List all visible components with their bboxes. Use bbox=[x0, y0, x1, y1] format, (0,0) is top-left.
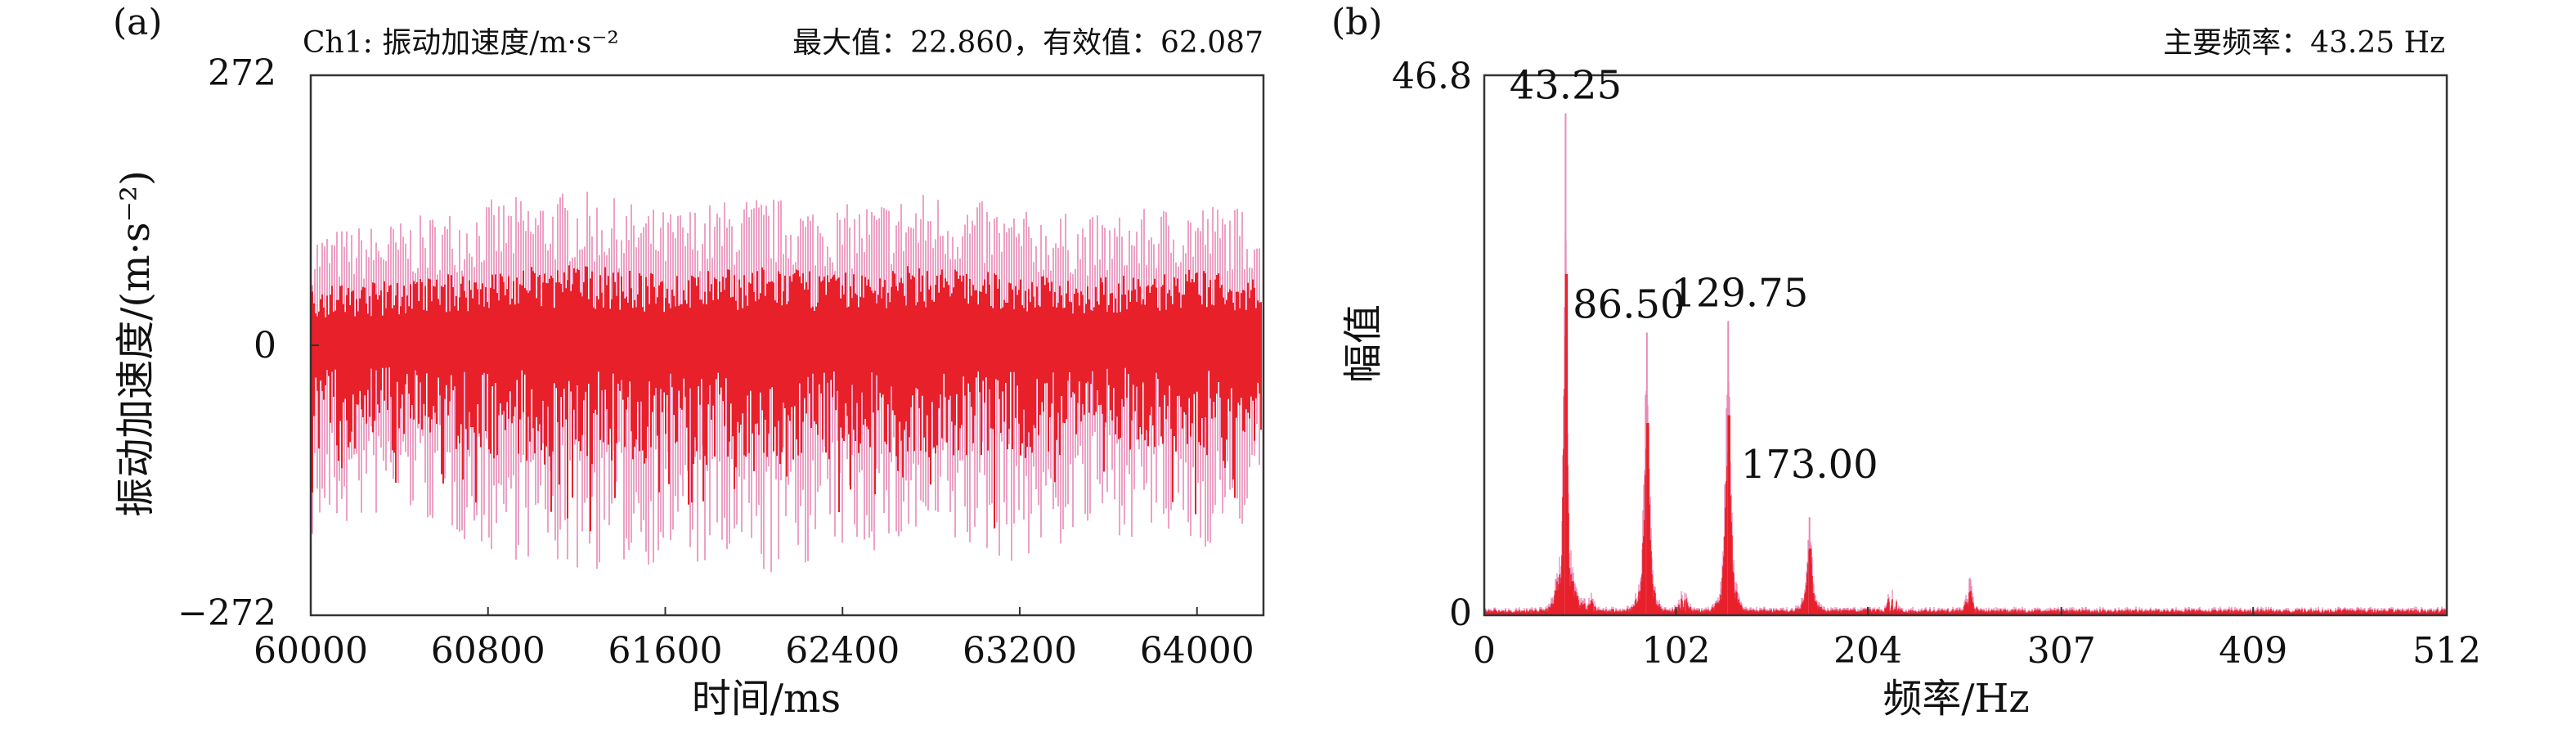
panel-a-y-tick-label: 272 bbox=[208, 52, 276, 94]
panel-a-x-tick-label: 60800 bbox=[431, 630, 545, 672]
panel-b-spectrum-series bbox=[1484, 336, 2446, 615]
panel-b-peak-label: 129.75 bbox=[1671, 270, 1808, 316]
panel-a-y-tick-label: −272 bbox=[177, 592, 276, 634]
panel-b-peak-label: 173.00 bbox=[1741, 442, 1878, 488]
panel-b-x-tick-label: 204 bbox=[1833, 630, 1902, 672]
panel-a-x-tick-label: 64000 bbox=[1140, 630, 1254, 672]
panel-a-stats-label: 最大值：22.860，有效值：62.087 bbox=[792, 26, 1263, 60]
panel-a-plot-area: 60000 60800 61600 62400 63200 64000 272 0 −272 bbox=[177, 52, 1265, 672]
panel-a-x-tick-label: 60000 bbox=[254, 630, 368, 672]
panel-a-x-tick-label: 63200 bbox=[963, 630, 1077, 672]
panel-b-y-tick-label: 0 bbox=[1449, 592, 1472, 634]
panel-a-x-tick-label: 62400 bbox=[785, 630, 900, 672]
panel-b-letter: (b) bbox=[1331, 2, 1383, 43]
panel-b-x-tick-label: 512 bbox=[2412, 630, 2481, 672]
panel-b-plot-frame bbox=[1483, 74, 2448, 617]
panel-b-peak-label: 86.50 bbox=[1573, 281, 1685, 327]
panel-b-x-tick-label: 307 bbox=[2027, 630, 2096, 672]
panel-b-peak-label: 43.25 bbox=[1510, 63, 1622, 109]
panel-a-x-tick-label: 61600 bbox=[608, 630, 722, 672]
panel-b-y-axis-label: 幅值 bbox=[1340, 304, 1386, 383]
panel-a-letter: (a) bbox=[113, 2, 163, 43]
panel-b-x-tick-label: 0 bbox=[1473, 630, 1496, 672]
panel-b-x-tick-label: 102 bbox=[1641, 630, 1710, 672]
panel-a-x-axis-label: 时间/ms bbox=[692, 676, 841, 722]
panel-a-y-tick-label: 0 bbox=[254, 325, 276, 367]
panel-a-y-axis-label: 振动加速度/(m·s⁻²) bbox=[113, 170, 159, 517]
panel-b-x-tick-label: 409 bbox=[2219, 630, 2287, 672]
panel-b-y-tick-label: 46.8 bbox=[1392, 56, 1472, 97]
panel-a-channel-label: Ch1: 振动加速度/m·s⁻² bbox=[303, 26, 619, 60]
panel-b-x-axis-label: 频率/Hz bbox=[1883, 676, 2029, 722]
panel-a-waveform-series bbox=[312, 265, 1262, 532]
panel-b-main-frequency-label: 主要频率：43.25 Hz bbox=[2163, 26, 2445, 60]
